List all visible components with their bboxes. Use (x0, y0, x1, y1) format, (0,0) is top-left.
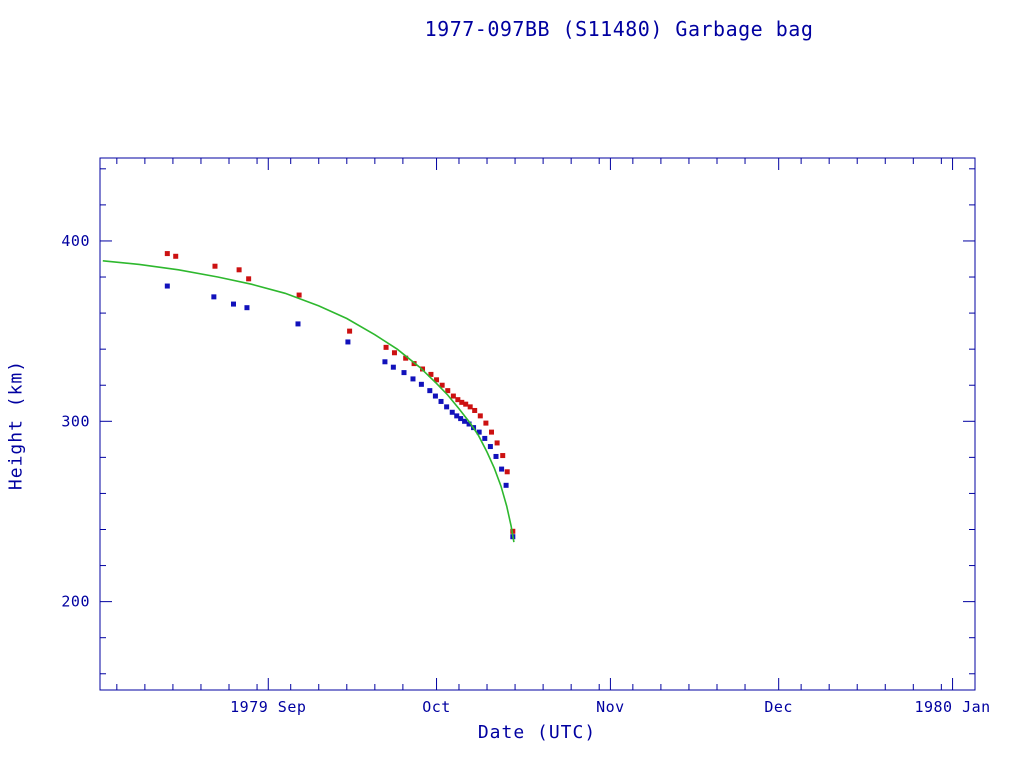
apogee-height-point (504, 469, 510, 475)
perigee-height-point (458, 416, 464, 422)
apogee-height-point (463, 401, 469, 407)
perigee-height-point (454, 413, 460, 419)
apogee-height-point (347, 328, 353, 334)
perigee-height-point (462, 418, 468, 424)
perigee-height-point (295, 321, 301, 327)
perigee-height-point (410, 376, 416, 382)
apogee-height-point (428, 371, 434, 377)
apogee-height-point (439, 382, 445, 388)
apogee-height-point (459, 399, 465, 405)
perigee-height-point (390, 364, 396, 370)
perigee-height-point (449, 409, 455, 415)
perigee-height-point (482, 435, 488, 441)
x-tick-label: Dec (764, 698, 793, 716)
apogee-height-point (296, 292, 302, 298)
apogee-height-point (455, 397, 461, 403)
apogee-height-point (494, 440, 500, 446)
apogee-height-point (246, 276, 252, 282)
apogee-height-point (467, 404, 473, 410)
perigee-height-point (432, 393, 438, 399)
x-tick-label: Nov (596, 698, 625, 716)
apogee-height-point (489, 429, 495, 435)
perigee-height-point (438, 398, 444, 404)
apogee-height-point (164, 251, 170, 257)
perigee-height-point (503, 482, 509, 488)
perigee-height-point (401, 370, 407, 376)
perigee-height-point (499, 466, 505, 472)
apogee-height-point (391, 350, 397, 356)
decay-fit-line (102, 260, 515, 543)
apogee-height-point (483, 420, 489, 426)
y-tick-label: 200 (61, 593, 90, 611)
apogee-height-point (212, 263, 218, 269)
plot-frame (99, 157, 976, 691)
perigee-height-point (164, 283, 170, 289)
perigee-height-point (382, 359, 388, 365)
perigee-height-point (493, 453, 499, 459)
apogee-height-point (173, 253, 179, 259)
perigee-height-point (230, 301, 236, 307)
perigee-height-point (444, 404, 450, 410)
chart-title: 1977-097BB (S11480) Garbage bag (424, 17, 814, 41)
apogee-height-point (383, 344, 389, 350)
perigee-height-point (244, 305, 250, 311)
apogee-height-point (434, 377, 440, 383)
apogee-height-point (445, 388, 451, 394)
perigee-height-point (466, 421, 472, 427)
apogee-height-point (236, 267, 242, 273)
x-tick-label: 1979 Sep (230, 698, 306, 716)
x-tick-label: Oct (422, 698, 451, 716)
x-tick-label: 1980 Jan (914, 698, 990, 716)
x-axis-label: Date (UTC) (477, 722, 597, 743)
perigee-height-point (476, 429, 482, 435)
perigee-height-point (487, 444, 493, 450)
y-tick-label: 400 (61, 232, 90, 250)
perigee-height-point (345, 339, 351, 345)
apogee-height-point (500, 453, 506, 459)
perigee-height-point (427, 388, 433, 394)
apogee-height-point (403, 355, 409, 361)
apogee-height-point (450, 393, 456, 399)
apogee-height-point (472, 407, 478, 413)
y-tick-label: 300 (61, 412, 90, 430)
perigee-height-point (211, 294, 217, 300)
apogee-height-point (477, 413, 483, 419)
perigee-height-point (418, 381, 424, 387)
